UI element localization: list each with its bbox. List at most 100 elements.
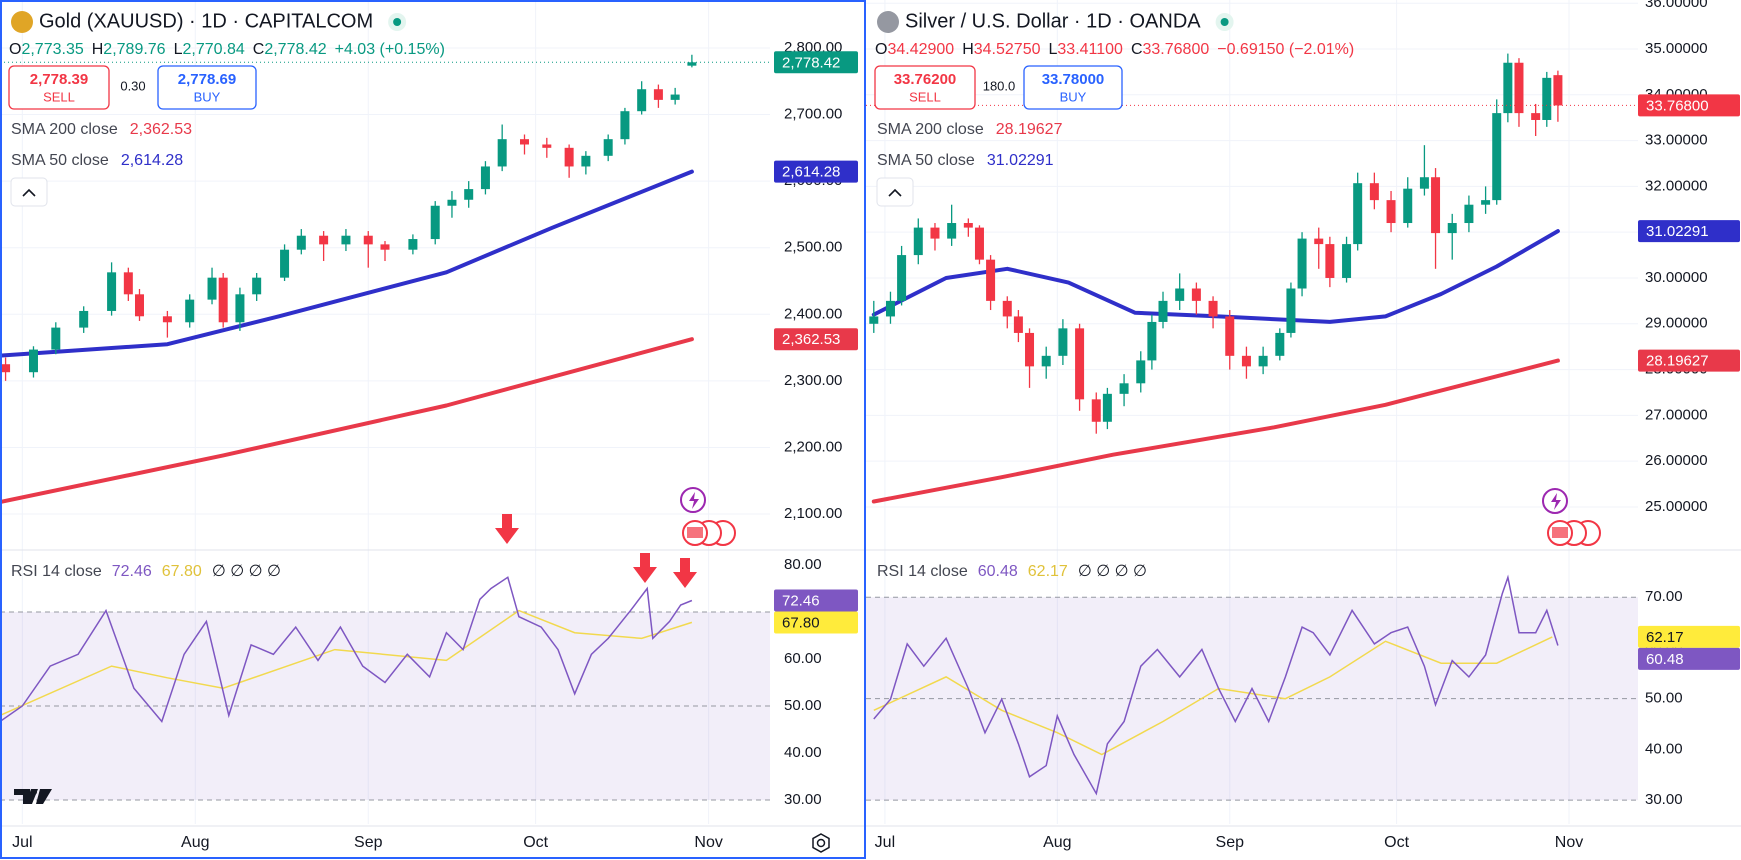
rsi-placeholders: ∅ ∅ ∅ ∅ (1078, 563, 1147, 580)
flag-icon (1552, 527, 1568, 538)
candle-body (637, 89, 647, 112)
ohlc-key: H (92, 41, 104, 58)
candle-body (51, 327, 61, 350)
candle-body (963, 223, 973, 228)
market-status-dot (393, 18, 402, 26)
candle-body (1386, 200, 1396, 224)
candle-body (974, 227, 984, 260)
buy-price: 2,778.69 (178, 71, 236, 88)
rsi-ma-line (0, 609, 693, 717)
y-tick-label: 2,700.00 (784, 105, 842, 122)
candle-body (1191, 288, 1201, 301)
price-tag-label: 67.80 (782, 614, 820, 631)
candle-body (986, 259, 996, 301)
sell-button[interactable] (8, 65, 110, 110)
candle-body (1431, 177, 1441, 234)
candle-body (653, 89, 663, 100)
logo-dot (31, 789, 37, 795)
spread: 0.30 (120, 78, 145, 93)
candle-body (1353, 183, 1363, 245)
candle-body (280, 249, 290, 278)
collapse-icon (22, 188, 36, 197)
candle-body (1553, 75, 1563, 106)
price-tag-label: 2,362.53 (782, 331, 840, 348)
ohlc-legend: O34.42900 H34.52750 L33.41100 C33.76800 −0.6… (875, 41, 1354, 58)
candle-body (134, 294, 144, 317)
candle-body (1514, 62, 1524, 114)
candle-body (897, 255, 907, 301)
rsi-name: RSI 14 close (877, 563, 968, 580)
x-tick-label: Aug (181, 834, 209, 851)
candle-body (869, 316, 879, 324)
candle-body (1325, 244, 1335, 278)
candle-body (564, 147, 574, 167)
rsi-tick-label: 80.00 (784, 556, 822, 573)
candle-body (1342, 244, 1352, 278)
grid-layer (0, 0, 1638, 824)
collapse-button[interactable] (876, 177, 914, 207)
buy-button[interactable] (157, 65, 257, 110)
price-tag-label: 28.19627 (1646, 353, 1709, 370)
candle-body (603, 139, 613, 156)
ohlc-value: 2,770.84 (182, 41, 244, 58)
candle-body (1002, 300, 1012, 317)
candle-body (480, 166, 490, 190)
candle-body (207, 277, 217, 300)
candle-body (581, 155, 591, 167)
logo (36, 789, 52, 804)
sell-price: 33.76200 (894, 71, 957, 88)
candle-body (1041, 355, 1051, 367)
y-tick-label: 2,300.00 (784, 372, 842, 389)
rsi-tick-label: 50.00 (1645, 690, 1683, 707)
candle-body (1369, 183, 1379, 201)
candle-body (687, 62, 697, 66)
candle-body (1275, 332, 1285, 356)
ohlc-value: 2,789.76 (103, 41, 165, 58)
rsi-tick-label: 40.00 (1645, 740, 1683, 757)
price-tag-label: 60.48 (1646, 651, 1684, 668)
collapse-button[interactable] (10, 177, 48, 207)
change-value: +4.03 (+0.15%) (335, 41, 445, 58)
annotation-arrow (633, 553, 657, 583)
candle-body (162, 316, 172, 323)
annotation-arrow (673, 558, 697, 588)
indicator-name: SMA 200 close (11, 121, 118, 138)
buy-button[interactable] (1023, 65, 1123, 110)
y-tick-label: 2,100.00 (784, 505, 842, 522)
price-tag (774, 328, 858, 351)
candle-body (1297, 238, 1307, 289)
collapse-icon (888, 188, 902, 197)
candle-body (1, 364, 11, 373)
ohlc-value: 33.41100 (1057, 41, 1123, 58)
sell-button[interactable] (874, 65, 976, 110)
candle-body (1241, 355, 1251, 367)
rsi-line (873, 574, 1559, 796)
ohlc-value: 34.42900 (887, 41, 954, 58)
change-value: −0.69150 (−2.01%) (1217, 41, 1354, 58)
settings-button[interactable] (812, 833, 830, 853)
settings-icon (816, 838, 826, 848)
candle-body (319, 235, 329, 245)
candle-body (408, 239, 418, 250)
price-tag (1638, 647, 1740, 670)
rsi-legend: RSI 14 close 72.46 67.80 ∅ ∅ ∅ ∅ (11, 563, 281, 580)
ohlc-value: 34.52750 (974, 41, 1041, 58)
rsi-ma-value: 67.80 (162, 563, 202, 580)
buy-price: 33.78000 (1042, 71, 1105, 88)
indicator-name: SMA 200 close (877, 121, 984, 138)
indicator-legend: SMA 50 close 2,614.28 (11, 152, 183, 169)
ohlc-key: C (1131, 41, 1143, 58)
x-tick-label: Jul (875, 834, 895, 851)
candle-body (1013, 316, 1023, 333)
ohlc-key: L (1048, 41, 1057, 58)
indicator-value: 28.19627 (996, 121, 1063, 138)
ohlc-key: O (9, 41, 21, 58)
y-tick-label: 32.00000 (1645, 177, 1708, 194)
candle-body (1447, 223, 1457, 234)
ohlc-value: 33.76800 (1143, 41, 1210, 58)
candle-body (913, 227, 923, 256)
rsi-value: 72.46 (112, 563, 152, 580)
candle-body (1286, 288, 1296, 333)
candle-body (1102, 393, 1112, 422)
